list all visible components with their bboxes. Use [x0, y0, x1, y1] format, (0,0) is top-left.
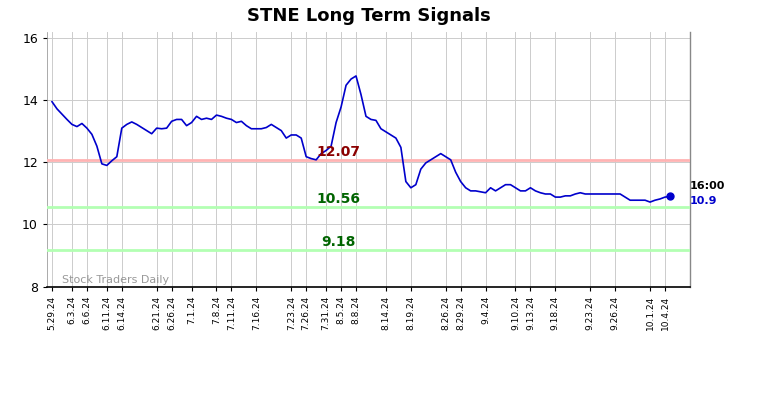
Text: 10.9: 10.9: [690, 196, 717, 206]
Text: 10.56: 10.56: [317, 192, 361, 206]
Text: 16:00: 16:00: [690, 181, 725, 191]
Text: 9.18: 9.18: [321, 235, 356, 249]
Text: 12.07: 12.07: [317, 145, 361, 160]
Title: STNE Long Term Signals: STNE Long Term Signals: [247, 7, 490, 25]
Text: Stock Traders Daily: Stock Traders Daily: [62, 275, 169, 285]
